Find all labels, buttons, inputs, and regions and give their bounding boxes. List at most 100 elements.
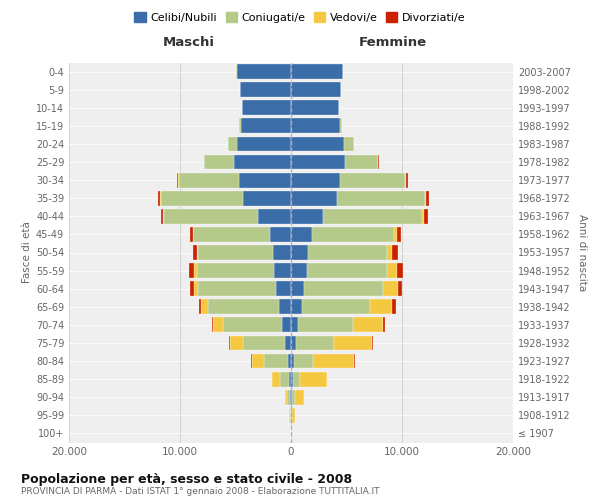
- Bar: [197, 263, 274, 278]
- Bar: [287, 390, 290, 404]
- Bar: [161, 209, 163, 224]
- Bar: [230, 336, 243, 350]
- Bar: [291, 209, 323, 224]
- Bar: [295, 390, 304, 404]
- Bar: [190, 282, 194, 296]
- Bar: [406, 172, 408, 188]
- Bar: [301, 372, 327, 386]
- Bar: [239, 172, 291, 188]
- Bar: [383, 318, 385, 332]
- Bar: [387, 245, 392, 260]
- Bar: [291, 354, 295, 368]
- Bar: [235, 154, 291, 170]
- Bar: [241, 118, 291, 134]
- Bar: [194, 263, 197, 278]
- Bar: [370, 300, 392, 314]
- Bar: [236, 64, 291, 79]
- Bar: [392, 245, 398, 260]
- Bar: [274, 263, 291, 278]
- Bar: [302, 300, 370, 314]
- Bar: [334, 336, 372, 350]
- Bar: [189, 263, 194, 278]
- Bar: [194, 282, 199, 296]
- Bar: [270, 227, 291, 242]
- Bar: [383, 282, 398, 296]
- Bar: [291, 191, 337, 206]
- Bar: [344, 136, 354, 152]
- Bar: [161, 191, 243, 206]
- Legend: Celibi/Nubili, Coniugati/e, Vedovi/e, Divorziati/e: Celibi/Nubili, Coniugati/e, Vedovi/e, Di…: [130, 8, 470, 28]
- Bar: [340, 172, 406, 188]
- Bar: [346, 154, 377, 170]
- Text: PROVINCIA DI PARMA - Dati ISTAT 1° gennaio 2008 - Elaborazione TUTTITALIA.IT: PROVINCIA DI PARMA - Dati ISTAT 1° genna…: [21, 487, 380, 496]
- Bar: [160, 191, 161, 206]
- Bar: [287, 354, 291, 368]
- Bar: [291, 372, 293, 386]
- Bar: [258, 209, 291, 224]
- Bar: [397, 263, 403, 278]
- Bar: [280, 372, 289, 386]
- Bar: [337, 191, 425, 206]
- Bar: [281, 318, 291, 332]
- Bar: [353, 318, 383, 332]
- Bar: [179, 172, 239, 188]
- Bar: [307, 263, 387, 278]
- Bar: [293, 372, 301, 386]
- Bar: [290, 390, 291, 404]
- Text: Popolazione per età, sesso e stato civile - 2008: Popolazione per età, sesso e stato civil…: [21, 472, 352, 486]
- Bar: [292, 408, 295, 423]
- Bar: [296, 336, 334, 350]
- Bar: [205, 154, 235, 170]
- Bar: [397, 227, 401, 242]
- Bar: [208, 300, 279, 314]
- Bar: [313, 354, 354, 368]
- Bar: [387, 263, 397, 278]
- Bar: [285, 390, 287, 404]
- Bar: [291, 336, 296, 350]
- Bar: [193, 227, 270, 242]
- Bar: [279, 300, 291, 314]
- Bar: [239, 118, 241, 134]
- Y-axis label: Fasce di età: Fasce di età: [22, 222, 32, 284]
- Bar: [295, 354, 313, 368]
- Bar: [272, 245, 291, 260]
- Bar: [190, 227, 193, 242]
- Bar: [323, 209, 422, 224]
- Y-axis label: Anni di nascita: Anni di nascita: [577, 214, 587, 291]
- Bar: [291, 118, 340, 134]
- Bar: [242, 100, 291, 115]
- Bar: [243, 336, 285, 350]
- Bar: [265, 354, 287, 368]
- Bar: [291, 245, 308, 260]
- Bar: [394, 227, 397, 242]
- Bar: [304, 282, 383, 296]
- Bar: [291, 282, 304, 296]
- Bar: [276, 282, 291, 296]
- Bar: [291, 227, 311, 242]
- Text: Maschi: Maschi: [163, 36, 215, 49]
- Bar: [164, 209, 258, 224]
- Bar: [291, 136, 344, 152]
- Bar: [291, 390, 292, 404]
- Bar: [291, 100, 339, 115]
- Bar: [291, 64, 343, 79]
- Bar: [308, 245, 387, 260]
- Bar: [292, 390, 295, 404]
- Bar: [213, 318, 223, 332]
- Bar: [424, 209, 428, 224]
- Bar: [289, 372, 291, 386]
- Text: Femmine: Femmine: [359, 36, 427, 49]
- Bar: [243, 191, 291, 206]
- Bar: [285, 336, 291, 350]
- Bar: [354, 354, 355, 368]
- Bar: [163, 209, 164, 224]
- Bar: [289, 408, 290, 423]
- Bar: [311, 227, 394, 242]
- Bar: [199, 282, 276, 296]
- Bar: [193, 245, 197, 260]
- Bar: [291, 154, 346, 170]
- Bar: [240, 82, 291, 97]
- Bar: [223, 318, 281, 332]
- Bar: [251, 354, 265, 368]
- Bar: [372, 336, 373, 350]
